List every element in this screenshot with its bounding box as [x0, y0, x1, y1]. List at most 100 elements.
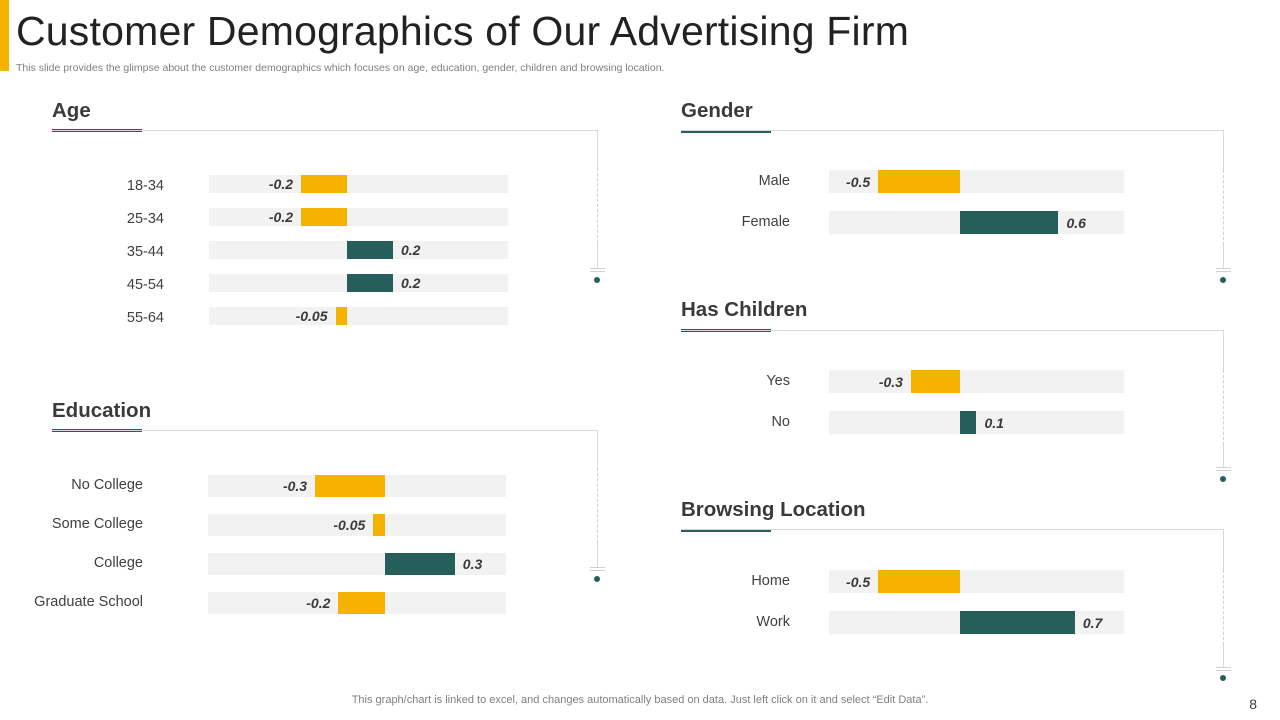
data-label: 0.1 — [984, 414, 1004, 431]
gender-title-underline — [681, 130, 771, 133]
category-label: Work — [756, 614, 790, 630]
data-label: 0.6 — [1066, 214, 1086, 231]
gender-frame-end-dot — [1220, 277, 1226, 283]
data-label: 0.2 — [401, 242, 421, 258]
has-children-frame-lower-line — [1223, 445, 1224, 467]
education-frame-top-line — [52, 430, 597, 431]
education-frame-dashed-line — [597, 468, 598, 543]
data-label: -0.5 — [846, 173, 871, 190]
data-label: -0.2 — [306, 595, 331, 611]
positive-bar — [960, 611, 1075, 634]
page-number: 8 — [1249, 696, 1257, 712]
age-frame-tick — [590, 268, 605, 269]
browsing-location-title-underline — [681, 529, 771, 532]
footer-note: This graph/chart is linked to excel, and… — [351, 694, 929, 706]
education-frame-tick — [590, 567, 605, 568]
category-label: 35-44 — [126, 244, 164, 260]
data-label: -0.3 — [282, 478, 308, 494]
category-label: Yes — [766, 373, 790, 389]
negative-bar — [301, 175, 347, 193]
category-label: 25-34 — [126, 211, 164, 227]
data-label: -0.5 — [846, 573, 871, 590]
negative-bar — [335, 307, 347, 325]
age-chart-title: Age — [52, 99, 91, 122]
category-label: Graduate School — [34, 594, 143, 610]
bar-track — [829, 170, 1124, 193]
education-chart-title: Education — [52, 399, 152, 422]
bar-track — [208, 514, 506, 536]
gender-frame-dashed-line — [1223, 170, 1224, 245]
category-label: No — [771, 414, 790, 430]
education-frame-end-dot — [594, 576, 600, 582]
browsing-location-frame-tick — [1216, 667, 1231, 668]
category-label: 55-64 — [126, 310, 164, 326]
data-label: -0.3 — [878, 373, 903, 390]
category-label: Some College — [51, 516, 143, 532]
browsing-location-frame-lower-line — [1223, 645, 1224, 667]
age-frame-lower-line — [597, 243, 598, 268]
has-children-frame-dashed-line — [1223, 370, 1224, 445]
negative-bar — [315, 475, 385, 497]
age-frame-tick — [590, 271, 605, 272]
bar-track — [829, 411, 1124, 434]
category-label: Home — [751, 573, 790, 589]
has-children-frame-right-line — [1223, 330, 1224, 370]
age-frame-top-line — [52, 130, 597, 131]
browsing-location-frame-dashed-line — [1223, 570, 1224, 645]
education-frame-lower-line — [597, 543, 598, 567]
gender-frame-top-line — [681, 130, 1223, 131]
data-label: 0.3 — [462, 556, 483, 572]
has-children-frame-top-line — [681, 330, 1223, 331]
negative-bar — [373, 514, 385, 536]
education-frame-tick — [590, 570, 605, 571]
has-children-frame-tick — [1216, 470, 1231, 471]
data-label: -0.05 — [295, 308, 328, 324]
slide-title: Customer Demographics of Our Advertising… — [16, 8, 910, 54]
browsing-location-chart-title: Browsing Location — [681, 498, 866, 521]
data-label: 0.7 — [1082, 614, 1103, 631]
browsing-location-frame-right-line — [1223, 529, 1224, 570]
data-label: -0.2 — [268, 176, 293, 192]
has-children-frame-tick — [1216, 467, 1231, 468]
data-label: -0.2 — [268, 209, 293, 225]
category-label: 45-54 — [126, 277, 164, 293]
positive-bar — [384, 553, 455, 575]
positive-bar — [960, 211, 1059, 234]
gender-chart-title: Gender — [681, 99, 753, 122]
positive-bar — [960, 411, 977, 434]
positive-bar — [347, 274, 393, 292]
age-frame-dashed-line — [597, 168, 598, 243]
gender-frame-right-line — [1223, 130, 1224, 170]
bar-track — [209, 175, 508, 193]
negative-bar — [910, 370, 961, 393]
negative-bar — [878, 570, 961, 593]
positive-bar — [347, 241, 393, 259]
gender-frame-tick — [1216, 271, 1231, 272]
bar-track — [209, 208, 508, 226]
negative-bar — [878, 170, 961, 193]
data-label: -0.05 — [333, 517, 366, 533]
browsing-location-frame-tick — [1216, 670, 1231, 671]
bar-track — [208, 553, 506, 575]
bar-track — [829, 570, 1124, 593]
category-label: Female — [741, 214, 790, 230]
negative-bar — [338, 592, 385, 614]
category-label: College — [93, 555, 143, 571]
bar-track — [829, 370, 1124, 393]
title-accent-bar — [0, 0, 9, 71]
education-frame-right-line — [597, 430, 598, 468]
category-label: Male — [758, 173, 790, 189]
has-children-chart-title: Has Children — [681, 298, 808, 321]
bar-track — [209, 307, 508, 325]
negative-bar — [301, 208, 347, 226]
has-children-frame-end-dot — [1220, 476, 1226, 482]
data-label: 0.2 — [401, 275, 421, 291]
browsing-location-frame-end-dot — [1220, 675, 1226, 681]
category-label: 18-34 — [126, 178, 164, 194]
gender-frame-tick — [1216, 268, 1231, 269]
age-frame-right-line — [597, 130, 598, 168]
slide-subtitle: This slide provides the glimpse about th… — [16, 62, 665, 74]
category-label: No College — [71, 477, 143, 493]
gender-frame-lower-line — [1223, 245, 1224, 268]
age-frame-end-dot — [594, 277, 600, 283]
